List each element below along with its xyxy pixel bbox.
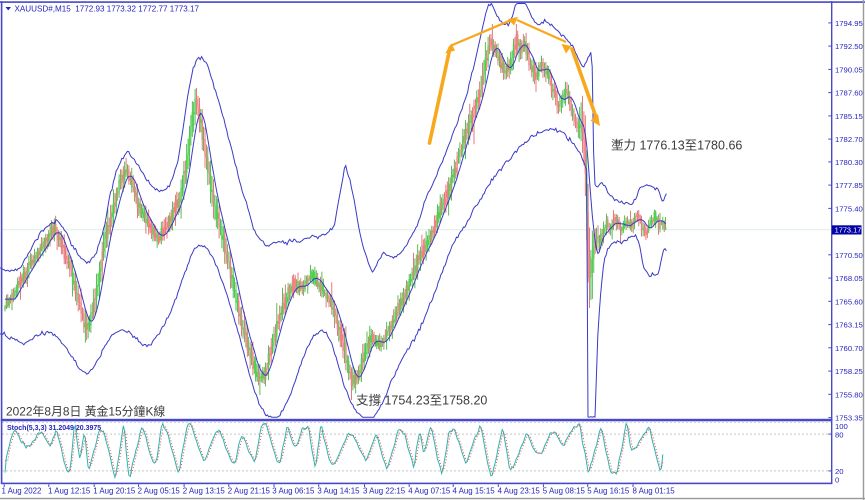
svg-text:3 Aug 14:15: 3 Aug 14:15	[317, 486, 360, 495]
svg-text:1792.50: 1792.50	[835, 42, 863, 51]
svg-text:4 Aug 07:15: 4 Aug 07:15	[408, 486, 451, 495]
svg-text:5 Aug 08:15: 5 Aug 08:15	[543, 486, 586, 495]
svg-text:2022年8月8日 黃金15分鐘K線: 2022年8月8日 黃金15分鐘K線	[6, 405, 165, 419]
svg-text:3 Aug 22:15: 3 Aug 22:15	[363, 486, 406, 495]
svg-text:1763.15: 1763.15	[835, 321, 863, 330]
svg-text:1773.17: 1773.17	[835, 225, 862, 234]
svg-text:1753.35: 1753.35	[835, 414, 863, 423]
svg-text:1780.30: 1780.30	[835, 158, 863, 167]
svg-text:1765.60: 1765.60	[835, 297, 863, 306]
svg-text:XAUUSD#,M15 1772.93 1773.32 1: XAUUSD#,M15 1772.93 1773.32 1772.77 1773…	[15, 4, 200, 13]
svg-text:1 Aug 12:15: 1 Aug 12:15	[48, 486, 91, 495]
svg-text:2 Aug 13:15: 2 Aug 13:15	[183, 486, 226, 495]
svg-text:1770.50: 1770.50	[835, 251, 863, 260]
svg-text:100: 100	[835, 422, 848, 431]
svg-text:1760.70: 1760.70	[835, 344, 863, 353]
svg-text:1775.40: 1775.40	[835, 204, 863, 213]
svg-text:2 Aug 21:15: 2 Aug 21:15	[228, 486, 271, 495]
svg-text:1 Aug 20:15: 1 Aug 20:15	[93, 486, 136, 495]
svg-text:1782.70: 1782.70	[835, 135, 863, 144]
svg-text:4 Aug 23:15: 4 Aug 23:15	[498, 486, 541, 495]
svg-text:80: 80	[835, 431, 844, 440]
svg-text:20: 20	[835, 467, 844, 476]
svg-text:1755.80: 1755.80	[835, 390, 863, 399]
svg-text:壍力 1776.13至1780.66: 壍力 1776.13至1780.66	[611, 139, 742, 153]
svg-text:1 Aug 2022: 1 Aug 2022	[2, 486, 42, 495]
svg-text:1758.25: 1758.25	[835, 367, 863, 376]
svg-text:8 Aug 01:15: 8 Aug 01:15	[633, 486, 676, 495]
svg-text:支撐 1754.23至1758.20: 支撐 1754.23至1758.20	[356, 394, 487, 408]
svg-text:2 Aug 05:15: 2 Aug 05:15	[138, 486, 181, 495]
svg-text:Stoch(5,3,3) 31.2049 20.3975: Stoch(5,3,3) 31.2049 20.3975	[7, 425, 101, 432]
svg-text:0: 0	[835, 475, 839, 484]
svg-text:1790.05: 1790.05	[835, 65, 863, 74]
svg-text:1768.05: 1768.05	[835, 274, 863, 283]
svg-text:4 Aug 15:15: 4 Aug 15:15	[453, 486, 496, 495]
svg-text:1777.85: 1777.85	[835, 181, 863, 190]
svg-text:3 Aug 06:15: 3 Aug 06:15	[272, 486, 315, 495]
svg-text:1785.15: 1785.15	[835, 112, 863, 121]
svg-text:5 Aug 16:15: 5 Aug 16:15	[587, 486, 630, 495]
svg-text:1794.95: 1794.95	[835, 19, 863, 28]
svg-text:1787.60: 1787.60	[835, 89, 863, 98]
